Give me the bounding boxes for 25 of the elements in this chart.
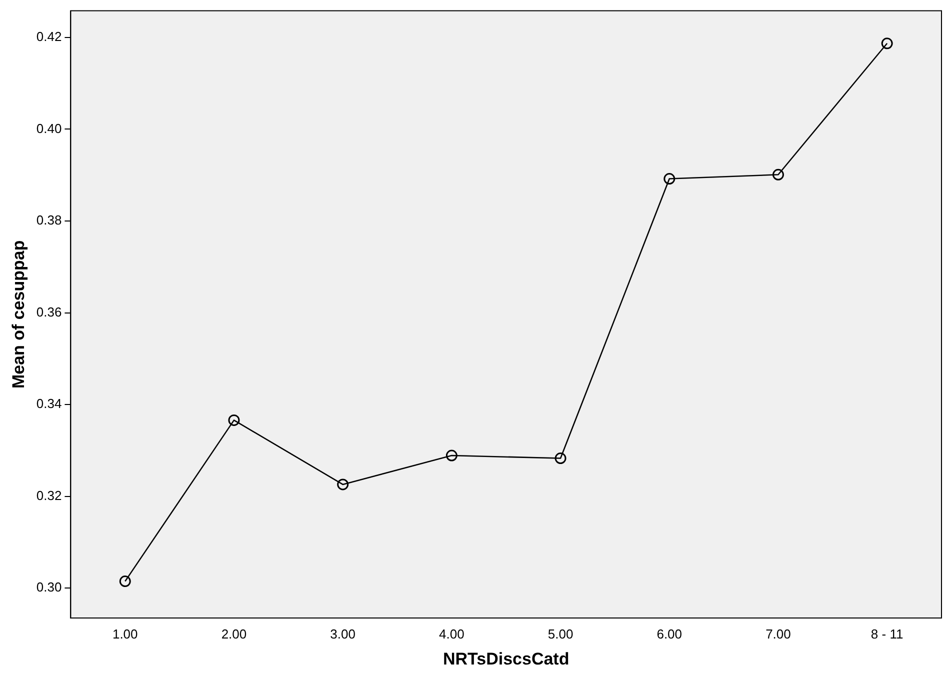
point (228, 414, 240, 426)
point (772, 168, 784, 180)
y-tick-label: 0.36 (36, 304, 62, 320)
y-tick-label: 0.34 (36, 396, 62, 412)
x-tick-label: 1.00 (112, 626, 138, 642)
x-tick-label: 7.00 (766, 626, 791, 642)
y-axis-title: Mean of cesuppap (8, 240, 28, 389)
point (664, 173, 676, 185)
point (554, 452, 566, 464)
x-tick-label: 8 - 11 (870, 626, 904, 642)
y-tick-label: 0.40 (36, 120, 62, 136)
point (337, 478, 349, 490)
x-tick-label: 2.00 (221, 626, 247, 642)
y-tick-label: 0.32 (36, 488, 62, 503)
y-tick-label: 0.42 (36, 29, 62, 44)
x-tick-label: 6.00 (656, 626, 682, 642)
x-tick-label: 3.00 (330, 626, 356, 642)
x-axis-title: NRTsDiscsCatd (442, 649, 570, 668)
x-tick-label: 4.00 (439, 626, 464, 642)
point (881, 38, 893, 50)
point (119, 576, 131, 588)
y-tick-label: 0.30 (36, 580, 62, 595)
point (446, 450, 458, 462)
x-tick-label: 5.00 (548, 626, 574, 642)
y-tick-label: 0.38 (36, 212, 62, 228)
